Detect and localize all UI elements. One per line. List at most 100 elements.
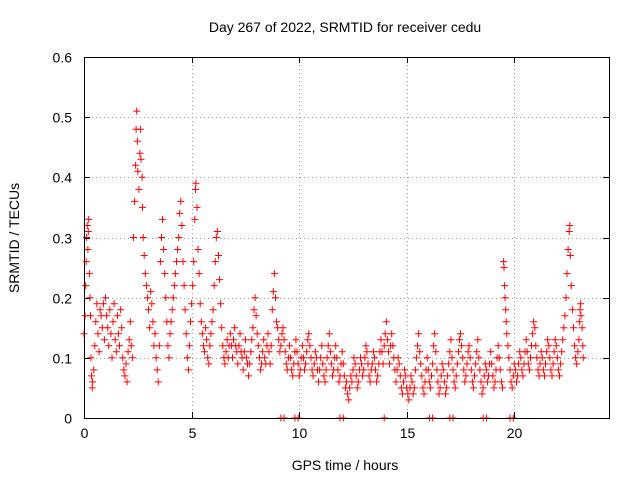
data-point [132, 161, 140, 169]
data-point [185, 342, 193, 350]
data-point [147, 288, 155, 296]
data-point [133, 137, 141, 145]
data-point [240, 348, 248, 356]
data-point [135, 185, 143, 193]
data-point [522, 336, 530, 344]
data-point [265, 348, 273, 356]
data-point [146, 324, 154, 332]
data-point [201, 348, 208, 356]
data-point [223, 336, 231, 344]
data-point [270, 270, 278, 278]
data-point [351, 360, 359, 368]
data-point [566, 252, 574, 259]
data-point [442, 390, 449, 398]
data-point [216, 276, 224, 284]
data-point [478, 390, 486, 398]
data-point [252, 312, 260, 320]
chart-title: Day 267 of 2022, SRMTID for receiver ced… [209, 19, 481, 35]
data-point [495, 354, 503, 362]
data-point [124, 348, 132, 356]
data-point [141, 270, 149, 278]
data-point [409, 390, 417, 398]
y-axis-tick-labels: 0 0.1 0.2 0.3 0.4 0.5 0.6 [53, 50, 73, 427]
data-point [175, 234, 183, 241]
axis-ticks [84, 57, 609, 419]
data-point [106, 306, 114, 314]
data-point [219, 342, 227, 350]
data-point [152, 354, 160, 362]
data-point [269, 288, 277, 296]
data-point [246, 360, 254, 368]
data-point [177, 197, 185, 205]
data-point [136, 125, 144, 133]
data-point [488, 360, 496, 368]
data-point [191, 215, 199, 223]
x-tick-label: 15 [400, 425, 416, 441]
data-point [178, 222, 186, 229]
data-point [102, 294, 109, 302]
data-point [215, 252, 222, 259]
data-point [144, 294, 151, 302]
data-point [448, 354, 456, 362]
data-point [577, 300, 585, 308]
data-point [500, 264, 508, 272]
data-point [467, 366, 475, 374]
data-point [502, 318, 510, 326]
data-point [87, 312, 94, 320]
data-point [424, 366, 432, 374]
data-point [125, 336, 133, 344]
data-point [487, 348, 495, 356]
x-tick-label: 0 [81, 425, 89, 441]
data-points [80, 107, 587, 422]
data-point [579, 342, 587, 350]
data-point [418, 372, 426, 380]
data-point [88, 384, 96, 392]
data-point [302, 360, 310, 368]
data-point [137, 155, 145, 163]
data-point [392, 378, 400, 386]
data-point [494, 342, 502, 350]
data-point [326, 348, 334, 356]
data-point [491, 378, 499, 386]
data-point [452, 372, 460, 380]
data-point [557, 360, 565, 368]
data-point [286, 342, 293, 350]
data-point [174, 246, 182, 253]
x-axis-label: GPS time / hours [292, 457, 399, 473]
data-point [88, 372, 95, 380]
data-point [202, 324, 210, 332]
data-point [309, 372, 317, 380]
data-point [475, 354, 483, 362]
data-point [142, 282, 150, 290]
data-point [501, 282, 509, 290]
data-point [325, 330, 333, 338]
data-point [300, 354, 307, 362]
data-point [110, 300, 118, 308]
data-point [333, 354, 341, 362]
data-point [204, 354, 212, 362]
data-point [572, 354, 580, 362]
data-point [527, 354, 534, 362]
data-point [218, 324, 226, 332]
data-point [322, 366, 330, 374]
data-point [305, 330, 313, 338]
data-point [90, 366, 98, 374]
data-point [133, 107, 141, 115]
data-point [529, 330, 537, 338]
data-point [294, 360, 302, 368]
data-point [155, 342, 163, 350]
data-point [140, 252, 148, 259]
data-point [565, 228, 573, 235]
data-point [195, 270, 203, 278]
data-point [532, 342, 540, 350]
data-point [96, 306, 104, 314]
data-point [541, 372, 548, 380]
data-point [574, 348, 582, 356]
data-point [266, 360, 274, 368]
data-point [466, 354, 474, 362]
data-point [445, 360, 453, 368]
data-point [429, 360, 437, 368]
data-point [151, 330, 159, 338]
data-point [85, 215, 93, 223]
data-point [119, 354, 127, 362]
